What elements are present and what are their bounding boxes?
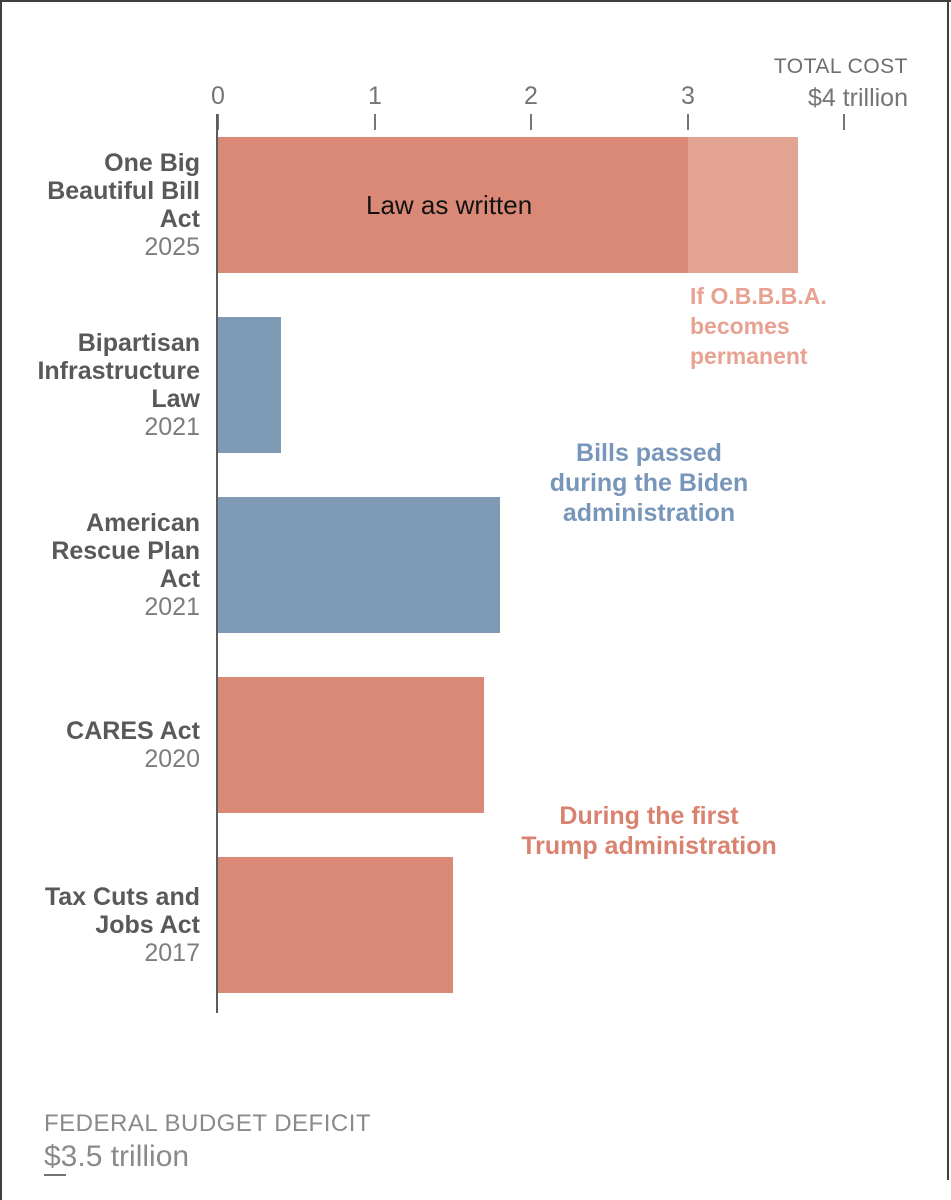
bar-inline-label: Law as written — [366, 189, 533, 220]
annotation-line: Trump administration — [521, 832, 777, 860]
category-name-line: Beautiful Bill — [47, 177, 200, 205]
axis-tick — [217, 114, 219, 130]
axis-tick-label: 0 — [211, 82, 225, 110]
axis-max-tick-label: $4 trillion — [807, 84, 908, 112]
axis-baseline — [216, 114, 218, 1013]
annotation-line: becomes — [690, 313, 790, 339]
axis-title: TOTAL COST $4 trillion — [774, 55, 908, 113]
annotation-biden-bills: Bills passed during the Biden administra… — [524, 438, 774, 528]
footer-deficit-label: FEDERAL BUDGET DEFICIT — [44, 1110, 372, 1137]
axis-tick — [530, 114, 532, 130]
category-name-line: Jobs Act — [95, 911, 200, 939]
category-label: Bipartisan Infrastructure Law 2021 — [0, 317, 200, 453]
axis-tick — [687, 114, 689, 130]
bar — [218, 857, 453, 993]
category-name-line: Act — [159, 565, 200, 593]
annotation-line: during the Biden — [549, 469, 749, 497]
bar — [218, 677, 484, 813]
category-name-line: Infrastructure — [37, 357, 200, 385]
category-label: CARES Act 2020 — [0, 677, 200, 813]
axis-tick-label: 2 — [524, 82, 538, 110]
axis-tick-label: 3 — [681, 82, 695, 110]
category-label: One Big Beautiful Bill Act 2025 — [0, 137, 200, 273]
category-year: 2021 — [144, 413, 200, 441]
annotation-line: Bills passed — [576, 439, 722, 467]
bar — [218, 497, 500, 633]
category-label: Tax Cuts and Jobs Act 2017 — [0, 857, 200, 993]
footer-underline — [44, 1174, 66, 1176]
category-name-line: Act — [159, 205, 200, 233]
annotation-line: During the first — [559, 802, 739, 830]
annotation-line: If O.B.B.B.A. — [690, 283, 827, 309]
axis-tick — [843, 114, 845, 130]
annotation-obbba-permanent: If O.B.B.B.A. becomes permanent — [690, 281, 827, 371]
axis-tick — [374, 114, 376, 130]
axis-title-label: TOTAL COST — [773, 55, 908, 78]
frame-border-top — [0, 0, 951, 2]
annotation-trump-bills: During the first Trump administration — [521, 801, 777, 861]
category-name-line: Tax Cuts and — [44, 883, 200, 911]
category-year: 2017 — [144, 939, 200, 967]
category-name-line: CARES Act — [66, 717, 200, 745]
annotation-line: permanent — [690, 343, 808, 369]
axis-tick-label: 1 — [368, 82, 382, 110]
frame-border-left — [0, 0, 2, 1200]
bar — [218, 137, 688, 273]
category-name-line: One Big — [104, 149, 200, 177]
category-year: 2025 — [144, 233, 200, 261]
category-name-line: Rescue Plan — [51, 537, 200, 565]
category-name-line: Bipartisan — [77, 329, 200, 357]
footer-deficit-value: $3.5 trillion — [44, 1140, 190, 1173]
bar-extension — [688, 137, 798, 273]
category-year: 2021 — [144, 593, 200, 621]
category-label: American Rescue Plan Act 2021 — [0, 497, 200, 633]
frame-border-right — [947, 0, 949, 1180]
category-year: 2020 — [144, 745, 200, 773]
annotation-line: administration — [562, 499, 736, 527]
bar — [218, 317, 281, 453]
category-name-line: American — [86, 509, 200, 537]
category-name-line: Law — [151, 385, 200, 413]
